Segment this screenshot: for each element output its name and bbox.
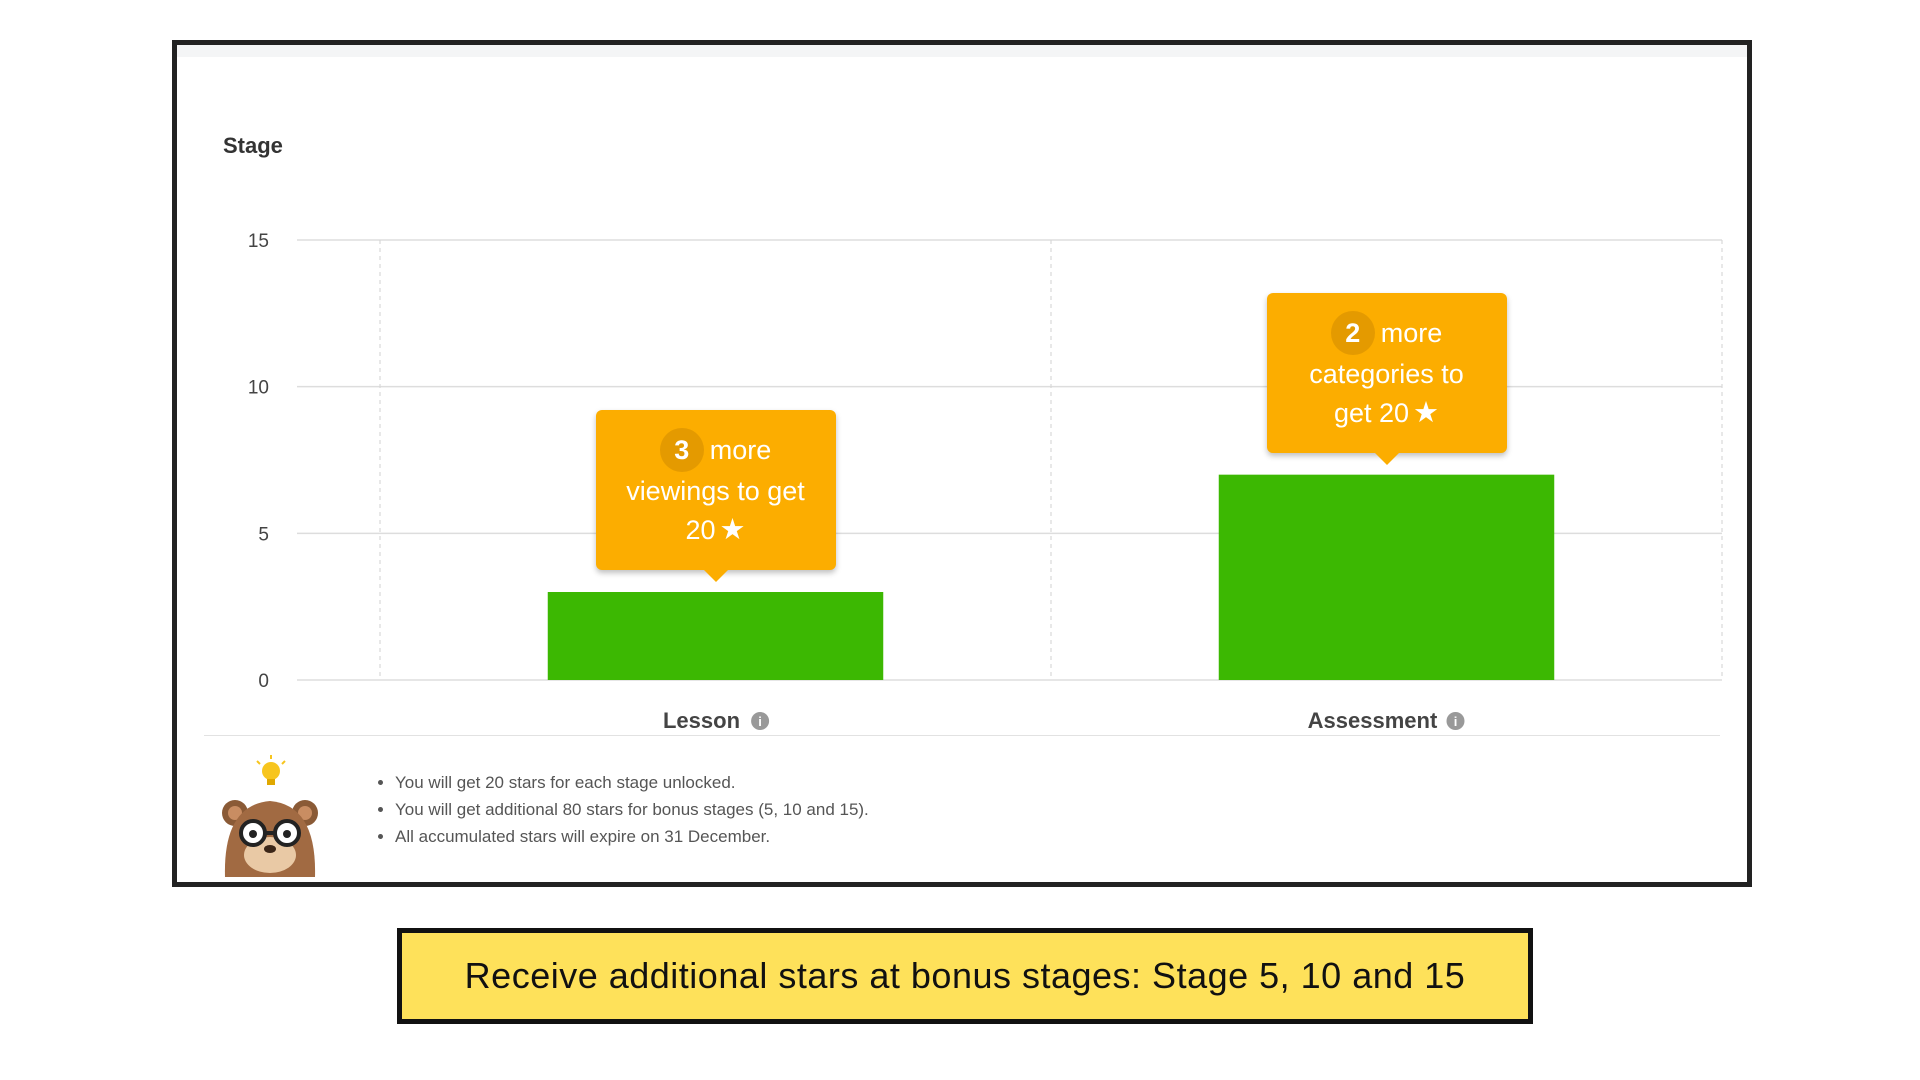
info-icon <box>751 712 770 730</box>
stage-bar-chart: 0 5 10 15 Lesson i Assessment i <box>248 231 1723 733</box>
progress-panel: Stage 0 5 10 15 Lesson i Assessment i 3 more vie… <box>172 40 1752 887</box>
tooltip-line1: more <box>1380 317 1443 348</box>
y-tick-label: 10 <box>248 378 269 399</box>
mascot-image <box>222 755 318 877</box>
x-tick-label: Assessment <box>1308 708 1438 733</box>
lightbulb-icon <box>256 755 286 785</box>
tooltip-count-badge: 3 <box>659 428 704 472</box>
list-item: All accumulated stars will expire on 31 … <box>395 823 869 850</box>
tooltip-line3: 20 <box>685 515 716 545</box>
list-item: You will get 20 stars for each stage unl… <box>395 769 869 796</box>
panel-top-strip <box>177 45 1747 57</box>
caption-banner: Receive additional stars at bonus stages… <box>397 928 1533 1024</box>
info-icon <box>1446 712 1465 730</box>
stars-info-list: You will get 20 stars for each stage unl… <box>367 769 869 850</box>
star-icon: ★ <box>1413 396 1440 429</box>
bar-lesson <box>547 592 884 680</box>
tooltip-line1: more <box>709 435 772 465</box>
tooltip-count-badge: 2 <box>1330 310 1375 355</box>
bar-assessment <box>1218 474 1555 680</box>
y-tick-label: 15 <box>248 231 269 252</box>
info-icon-glyph: i <box>1454 714 1458 729</box>
y-tick-label: 5 <box>258 524 269 545</box>
tooltip-line2: viewings to get <box>626 476 805 506</box>
list-item: You will get additional 80 stars for bon… <box>395 796 869 823</box>
tooltip-line2: categories to <box>1309 358 1464 389</box>
y-tick-label: 0 <box>258 671 269 692</box>
star-icon: ★ <box>719 514 746 546</box>
tooltip-line3: get 20 <box>1333 397 1410 428</box>
info-icon-glyph: i <box>758 714 762 729</box>
x-tick-label: Lesson <box>663 708 740 733</box>
assessment-tooltip: 2 more categories to get 20 ★ <box>1266 292 1507 465</box>
y-axis-label: Stage <box>223 133 283 158</box>
divider <box>204 735 1720 736</box>
lesson-tooltip: 3 more viewings to get 20 ★ <box>595 410 836 582</box>
